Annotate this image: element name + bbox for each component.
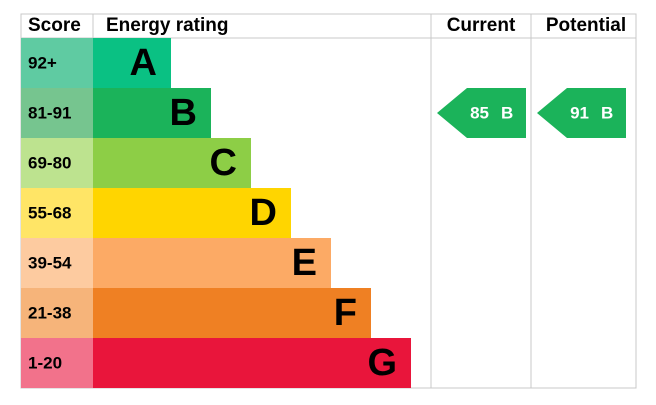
score-label: 81-91: [28, 103, 71, 122]
current-arrow: [437, 88, 526, 138]
score-label: 69-80: [28, 153, 71, 172]
score-cell: [21, 338, 93, 388]
rating-bar: [93, 88, 211, 138]
potential-letter: B: [601, 103, 613, 122]
header-score: Score: [28, 15, 81, 36]
score-label: 55-68: [28, 203, 71, 222]
potential-score: 91: [570, 103, 589, 122]
rating-letter: E: [292, 242, 317, 284]
rating-bar: [93, 238, 331, 288]
score-label: 1-20: [28, 353, 62, 372]
score-cell: [21, 238, 93, 288]
header-current: Current: [447, 15, 516, 36]
rating-letter: D: [250, 192, 277, 234]
current-letter: B: [501, 103, 513, 122]
rating-letter: B: [170, 92, 197, 134]
score-label: 21-38: [28, 303, 71, 322]
score-cell: [21, 188, 93, 238]
score-label: 39-54: [28, 253, 72, 272]
score-cell: [21, 138, 93, 188]
rating-letter: F: [334, 292, 357, 334]
rating-bar: [93, 188, 291, 238]
score-cell: [21, 88, 93, 138]
rating-letter: G: [367, 342, 397, 384]
rating-bar: [93, 288, 371, 338]
rating-bar: [93, 38, 171, 88]
score-label: 92+: [28, 53, 57, 72]
rating-letter: C: [210, 142, 237, 184]
current-score: 85: [470, 103, 489, 122]
score-cell: [21, 38, 93, 88]
rating-bar: [93, 338, 411, 388]
potential-arrow: [537, 88, 626, 138]
score-cell: [21, 288, 93, 338]
rating-bar: [93, 138, 251, 188]
header-potential: Potential: [546, 15, 626, 36]
header-energy-rating: Energy rating: [106, 15, 228, 36]
rating-letter: A: [130, 42, 157, 84]
